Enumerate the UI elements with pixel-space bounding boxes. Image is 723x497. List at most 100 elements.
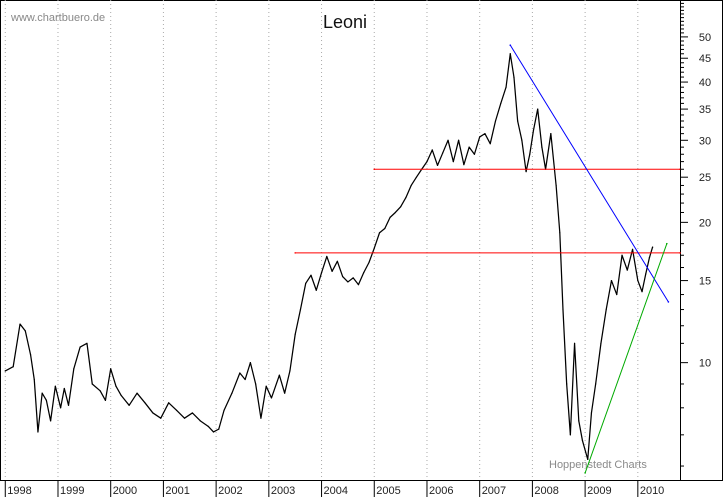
series-point (284, 392, 286, 394)
series-point (183, 417, 186, 419)
series-point (415, 176, 418, 178)
series-point (255, 383, 257, 385)
series-point (79, 346, 81, 348)
series-point (67, 404, 70, 406)
series-point (37, 431, 39, 433)
series-point (666, 242, 668, 245)
series-point (110, 368, 112, 370)
series-point (60, 407, 62, 409)
series-point (410, 184, 412, 187)
series-point (136, 392, 138, 394)
series-point (648, 257, 651, 259)
x-tick-label: 2001 (165, 485, 189, 497)
series-point (384, 227, 386, 230)
y-tick-label: 45 (699, 53, 711, 65)
series-point (610, 279, 613, 282)
series-point (581, 440, 584, 442)
series-point (637, 279, 639, 282)
series-point (525, 171, 527, 173)
source-text: Hoppenstedt Charts (549, 459, 647, 471)
series-point (175, 409, 178, 411)
series-point (595, 383, 597, 385)
series-point (500, 102, 502, 104)
series-point (641, 291, 643, 293)
x-tick-label: 2008 (534, 485, 558, 497)
x-axis: 1998 1999 2000 2001 2002 2003 2004 2005 2006 2007… (4, 480, 664, 497)
series-point (584, 472, 586, 474)
series-point (144, 402, 146, 404)
series-point (389, 216, 391, 218)
series-point (207, 425, 209, 427)
series-point (289, 370, 291, 372)
series-point (532, 129, 535, 132)
series-point (218, 428, 220, 430)
series-point (400, 206, 402, 208)
series-point (152, 412, 154, 414)
x-tick-label: 2009 (587, 485, 611, 497)
series-point (373, 168, 376, 171)
watermark-text: www.chartbuero.de (10, 12, 105, 24)
x-tick-label: 2005 (376, 485, 400, 497)
series-point (120, 394, 122, 397)
series-point (541, 146, 543, 148)
series-point (310, 274, 312, 276)
chart-title: Leoni (323, 12, 367, 32)
series-point (128, 404, 130, 406)
series-point (562, 308, 564, 311)
y-tick-label: 10 (699, 358, 711, 370)
series-point (373, 247, 375, 249)
series-point (426, 161, 428, 163)
series-point (463, 164, 465, 166)
series-point (479, 136, 481, 138)
series-point (631, 248, 634, 250)
series-point (294, 333, 296, 335)
y-tick-label: 15 (699, 276, 711, 288)
x-tick-label: 2002 (218, 485, 242, 497)
x-tick-label: 1999 (60, 485, 84, 497)
series-point (320, 272, 323, 274)
series-point (378, 232, 381, 234)
series-point (104, 399, 107, 401)
series-point (278, 374, 280, 376)
series-point (326, 255, 328, 258)
series-point (239, 372, 241, 374)
series-point (537, 108, 539, 110)
series-point (342, 275, 344, 278)
series-point (436, 164, 439, 166)
series-point (357, 284, 360, 286)
series-point (24, 330, 26, 332)
series-point (63, 387, 65, 390)
series-point (223, 409, 225, 411)
series-point (368, 261, 370, 264)
series-point (484, 133, 486, 135)
series-point (73, 368, 75, 370)
x-tick-label: 2006 (429, 485, 453, 497)
series-point (12, 366, 14, 368)
x-tick-label: 2010 (640, 485, 664, 497)
series-point (231, 392, 233, 394)
series-point (667, 301, 670, 303)
series-point (4, 370, 6, 372)
series-point (431, 149, 433, 151)
series-point (115, 385, 117, 387)
y-tick-label: 25 (699, 172, 711, 184)
series-point (160, 417, 162, 419)
series-point (458, 139, 460, 141)
series-point (521, 139, 523, 141)
series-point (91, 383, 93, 385)
series-point (299, 308, 302, 311)
series-point (550, 133, 552, 135)
series-point (587, 458, 589, 460)
series-point (494, 120, 497, 122)
series-point (294, 252, 296, 254)
series-point (578, 420, 580, 422)
series-point (555, 184, 557, 187)
series-point (50, 420, 52, 422)
series-point (336, 260, 338, 262)
series-point (452, 161, 454, 163)
x-tick-label: 2007 (482, 485, 506, 497)
series-point (621, 254, 623, 256)
